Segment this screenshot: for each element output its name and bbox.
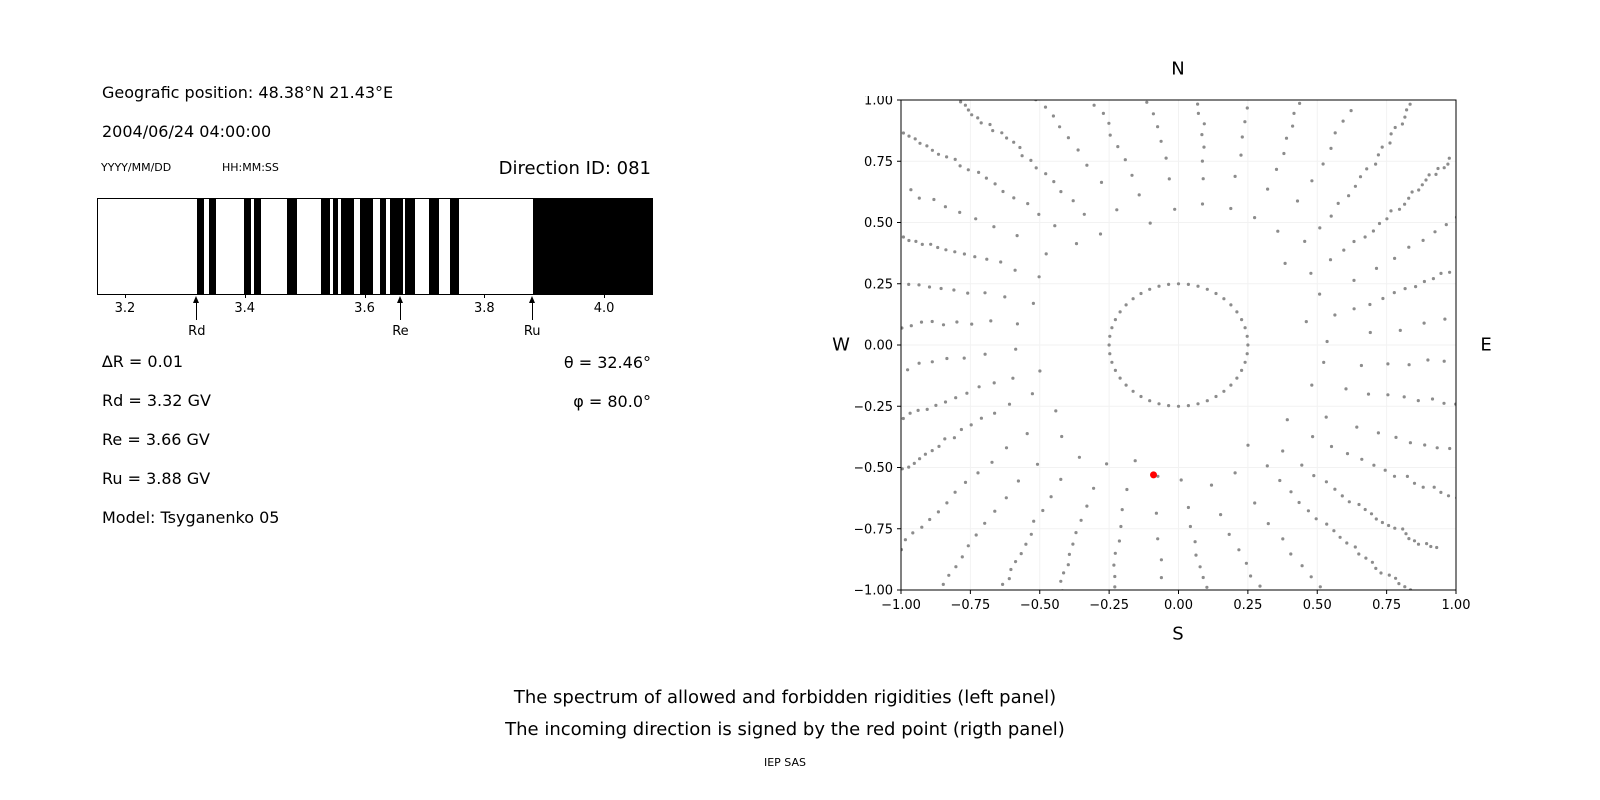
x-tick-label: 3.2 <box>114 301 136 316</box>
south-label: S <box>1172 623 1184 645</box>
marker-label: Re <box>392 324 409 339</box>
x-tick-label: 3.8 <box>473 301 495 316</box>
x-tick-label: −1.00 <box>881 598 921 613</box>
forbidden-band <box>405 199 415 294</box>
delta-r-label: ∆R = 0.01 <box>102 352 184 371</box>
marker-label: Ru <box>523 324 541 339</box>
date-format-label: YYYY/MM/DD <box>101 161 172 174</box>
x-tick-label: −0.50 <box>1020 598 1060 613</box>
y-tick-label: 0.75 <box>864 155 893 170</box>
up-arrow-icon <box>396 296 403 303</box>
figure-caption: The spectrum of allowed and forbidden ri… <box>15 682 1555 769</box>
up-arrow-icon <box>528 296 535 303</box>
marker-label: Rd <box>188 324 206 339</box>
x-tick <box>244 294 246 298</box>
y-tick-label: −0.25 <box>855 400 893 415</box>
x-tick <box>364 294 366 298</box>
y-tick-label: −1.00 <box>855 584 893 599</box>
forbidden-band <box>333 199 339 294</box>
x-tick-label: −0.25 <box>1089 598 1129 613</box>
model-label: Model: Tsyganenko 05 <box>102 508 280 527</box>
x-tick-label: 0.25 <box>1233 598 1262 613</box>
forbidden-band <box>429 199 439 294</box>
arrow-shaft <box>399 302 401 320</box>
y-tick-label: 1.00 <box>864 96 893 109</box>
east-label: E <box>1480 334 1492 356</box>
ru-label: Ru = 3.88 GV <box>102 469 211 488</box>
x-tick <box>484 294 486 298</box>
caption-line-1: The spectrum of allowed and forbidden ri… <box>513 687 1057 708</box>
x-tick-label: 1.00 <box>1442 598 1471 613</box>
direction-scatter-plot: −1.00 −0.75 −0.50 −0.25 0.00 0.25 0.50 0.75 1.00… <box>855 96 1471 613</box>
forbidden-band <box>243 199 251 294</box>
phi-label: φ = 80.0° <box>573 392 651 411</box>
credit-label: IEP SAS <box>763 756 807 769</box>
x-tick <box>604 294 606 298</box>
north-label: N <box>1171 58 1185 80</box>
y-tick-label: 0.50 <box>864 216 893 231</box>
x-tick-label: 3.6 <box>354 301 375 316</box>
geo-position-label: Geografic position: 48.38°N 21.43°E <box>102 83 394 102</box>
y-tick-label: −0.50 <box>855 461 893 476</box>
x-tick-label: 3.4 <box>234 301 256 316</box>
re-label: Re = 3.66 GV <box>102 430 210 449</box>
forbidden-band <box>286 199 298 294</box>
arrow-shaft <box>196 302 198 320</box>
forbidden-band <box>359 199 373 294</box>
forbidden-band <box>389 199 403 294</box>
rigidity-spectrum-plot <box>97 198 653 295</box>
forbidden-band <box>209 199 216 294</box>
forbidden-band <box>449 199 460 294</box>
theta-label: θ = 32.46° <box>563 353 651 372</box>
x-tick-label: 0.00 <box>1164 598 1193 613</box>
caption-line-2: The incoming direction is signed by the … <box>505 719 1065 740</box>
forbidden-band <box>321 199 330 294</box>
direction-id-label: Direction ID: 081 <box>498 158 651 179</box>
west-label: W <box>832 334 850 356</box>
x-tick-label: 4.0 <box>593 301 615 316</box>
y-tick-label: −0.75 <box>855 522 893 537</box>
x-tick-label: 0.50 <box>1303 598 1332 613</box>
incoming-direction-point <box>1150 471 1158 479</box>
rd-label: Rd = 3.32 GV <box>102 391 211 410</box>
forbidden-band <box>533 199 652 294</box>
arrow-shaft <box>531 302 533 320</box>
forbidden-band <box>340 199 354 294</box>
time-format-label: HH:MM:SS <box>222 161 279 174</box>
up-arrow-icon <box>193 296 200 303</box>
forbidden-band <box>380 199 387 294</box>
y-tick-label: 0.00 <box>864 339 893 354</box>
x-tick-label: 0.75 <box>1372 598 1401 613</box>
forbidden-band <box>196 199 204 294</box>
forbidden-bands-area <box>98 199 652 294</box>
x-tick <box>124 294 126 298</box>
x-tick-label: −0.75 <box>950 598 990 613</box>
forbidden-band <box>254 199 262 294</box>
rigidity-axis: 3.2 3.4 3.6 3.8 4.0 Rd Re Ru <box>98 294 652 364</box>
asymptotic-dots <box>901 100 1456 590</box>
datetime-label: 2004/06/24 04:00:00 <box>102 122 272 141</box>
y-tick-label: 0.25 <box>864 277 893 292</box>
